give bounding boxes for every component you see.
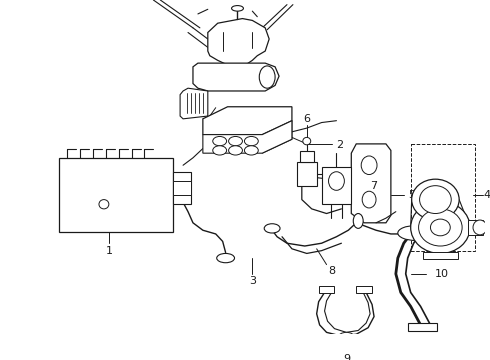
Polygon shape: [203, 107, 292, 135]
Ellipse shape: [245, 146, 258, 155]
Ellipse shape: [264, 224, 280, 233]
Ellipse shape: [99, 199, 109, 209]
Ellipse shape: [398, 226, 434, 240]
Ellipse shape: [362, 191, 376, 208]
Bar: [59, 158, 173, 232]
Bar: [318, 286, 335, 293]
Ellipse shape: [353, 213, 363, 228]
Text: 9: 9: [343, 354, 350, 360]
Polygon shape: [351, 144, 391, 223]
Text: 8: 8: [328, 266, 335, 276]
Ellipse shape: [229, 146, 243, 155]
Bar: [468, 220, 483, 235]
Ellipse shape: [217, 253, 235, 263]
Bar: [297, 162, 317, 186]
Ellipse shape: [418, 209, 462, 246]
Bar: [300, 151, 314, 162]
Ellipse shape: [361, 156, 377, 175]
Bar: [408, 323, 438, 332]
Bar: [173, 181, 191, 195]
Ellipse shape: [229, 136, 243, 146]
Bar: [321, 167, 351, 204]
Ellipse shape: [419, 186, 451, 213]
Polygon shape: [180, 88, 208, 119]
Text: 5: 5: [408, 190, 415, 200]
Ellipse shape: [411, 202, 470, 253]
Polygon shape: [262, 121, 292, 153]
Ellipse shape: [412, 179, 459, 220]
Ellipse shape: [430, 219, 450, 236]
Text: 3: 3: [249, 276, 256, 286]
Polygon shape: [208, 19, 269, 67]
Bar: [173, 172, 191, 204]
Ellipse shape: [473, 220, 487, 235]
Ellipse shape: [303, 138, 311, 145]
Ellipse shape: [339, 332, 354, 342]
Ellipse shape: [232, 5, 244, 11]
Ellipse shape: [245, 136, 258, 146]
Ellipse shape: [213, 136, 226, 146]
Bar: [422, 252, 458, 259]
Text: 7: 7: [370, 181, 378, 191]
Text: 1: 1: [105, 246, 112, 256]
Bar: [411, 144, 475, 251]
Text: 2: 2: [336, 140, 343, 150]
Ellipse shape: [213, 146, 226, 155]
Text: 10: 10: [434, 269, 448, 279]
Bar: [356, 286, 372, 293]
Text: 4: 4: [483, 190, 490, 200]
Polygon shape: [203, 121, 292, 153]
Ellipse shape: [328, 172, 344, 190]
Text: 6: 6: [303, 114, 310, 124]
Ellipse shape: [259, 66, 275, 88]
Polygon shape: [193, 63, 279, 91]
